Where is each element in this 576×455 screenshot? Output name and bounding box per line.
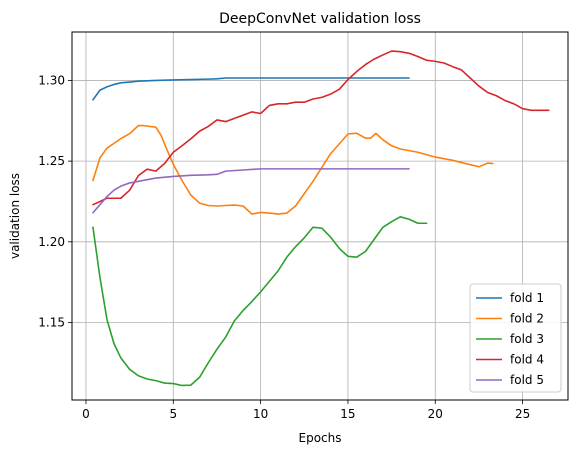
y-axis-label: validation loss bbox=[8, 173, 22, 259]
legend-label: fold 5 bbox=[510, 373, 544, 387]
legend: fold 1 fold 2 fold 3 fold 4 fold 5 bbox=[469, 283, 562, 393]
plot-frame bbox=[71, 31, 569, 401]
y-tick-label: 1.30 bbox=[38, 73, 65, 87]
x-tick-label: 20 bbox=[428, 407, 443, 421]
y-tick-label: 1.25 bbox=[38, 154, 65, 168]
x-tick-label: 10 bbox=[253, 407, 268, 421]
series-layer bbox=[92, 50, 550, 387]
chart-title: DeepConvNet validation loss bbox=[219, 11, 421, 27]
legend-label: fold 3 bbox=[510, 332, 544, 346]
y-tick-label: 1.20 bbox=[38, 235, 65, 249]
legend-label: fold 1 bbox=[510, 291, 544, 305]
legend-label: fold 2 bbox=[510, 312, 544, 326]
y-tick-label: 1.15 bbox=[38, 316, 65, 330]
series-line-fold-3 bbox=[92, 216, 428, 387]
series-line-fold-1 bbox=[92, 77, 410, 101]
legend-box bbox=[469, 283, 562, 393]
series-line-fold-4 bbox=[92, 50, 550, 206]
tick-layer: 0 5 10 15 20 25 1.15 1.20 1.25 1.30 bbox=[38, 73, 530, 421]
x-axis-label: Epochs bbox=[299, 431, 342, 445]
legend-label: fold 4 bbox=[510, 353, 544, 367]
x-tick-label: 25 bbox=[515, 407, 530, 421]
x-tick-label: 0 bbox=[82, 407, 90, 421]
x-tick-label: 5 bbox=[169, 407, 177, 421]
series-line-fold-2 bbox=[92, 124, 494, 215]
x-tick-label: 15 bbox=[340, 407, 355, 421]
series-line-fold-5 bbox=[92, 168, 410, 214]
